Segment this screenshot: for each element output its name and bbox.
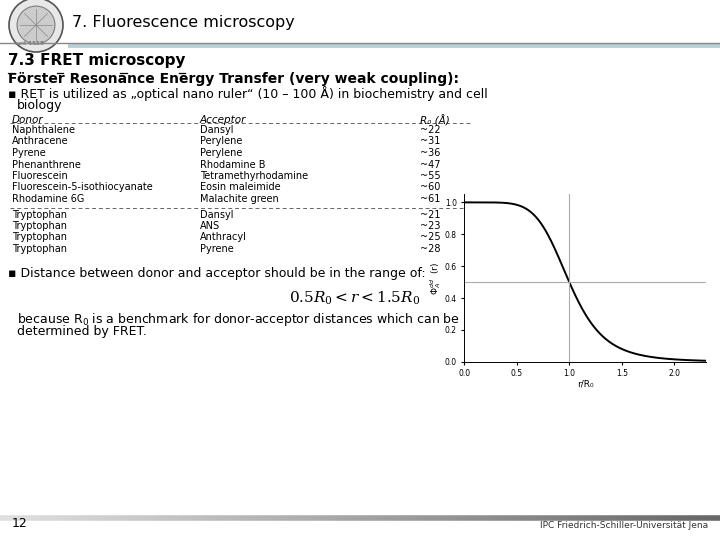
Text: Tryptophan: Tryptophan — [12, 210, 67, 219]
Text: ~25: ~25 — [420, 233, 441, 242]
Text: Pyrene: Pyrene — [12, 148, 46, 158]
Text: ~31: ~31 — [420, 137, 441, 146]
Text: ~21: ~21 — [420, 210, 441, 219]
Text: determined by FRET.: determined by FRET. — [17, 326, 147, 339]
Text: ~55: ~55 — [420, 171, 441, 181]
Text: Perylene: Perylene — [200, 137, 243, 146]
Text: ~22: ~22 — [420, 125, 441, 135]
Text: ▪ RET is utilized as „optical nano ruler“ (10 – 100 Å) in biochemistry and cell: ▪ RET is utilized as „optical nano ruler… — [8, 86, 487, 101]
Text: Dansyl: Dansyl — [200, 125, 233, 135]
Text: ~36: ~36 — [420, 148, 441, 158]
Text: ~47: ~47 — [420, 159, 441, 170]
Text: because R$_0$ is a benchmark for donor-acceptor distances which can be: because R$_0$ is a benchmark for donor-a… — [17, 312, 460, 328]
Text: biology: biology — [17, 99, 63, 112]
Text: IPC Friedrich-Schiller-Universität Jena: IPC Friedrich-Schiller-Universität Jena — [540, 521, 708, 530]
Text: Anthracene: Anthracene — [12, 137, 68, 146]
Text: ~23: ~23 — [420, 221, 441, 231]
Text: Rhodamine B: Rhodamine B — [200, 159, 266, 170]
Text: Fluorescein-5-isothiocyanate: Fluorescein-5-isothiocyanate — [12, 183, 153, 192]
Text: Donor: Donor — [12, 115, 44, 125]
Text: ~61: ~61 — [420, 194, 441, 204]
Text: Phenanthrene: Phenanthrene — [12, 159, 81, 170]
Text: ~28: ~28 — [420, 244, 441, 254]
Text: ANS: ANS — [200, 221, 220, 231]
Text: 7.3 FRET microscopy: 7.3 FRET microscopy — [8, 53, 186, 68]
Text: Perylene: Perylene — [200, 148, 243, 158]
Text: R₀ (Å): R₀ (Å) — [420, 115, 450, 126]
Circle shape — [9, 0, 63, 52]
Text: Pyrene: Pyrene — [200, 244, 234, 254]
Text: ~60: ~60 — [420, 183, 441, 192]
Text: 12: 12 — [12, 517, 28, 530]
Text: Tryptophan: Tryptophan — [12, 221, 67, 231]
Text: Förster Resonance Energy Transfer (very weak coupling):: Förster Resonance Energy Transfer (very … — [8, 72, 459, 86]
Text: Malachite green: Malachite green — [200, 194, 279, 204]
X-axis label: r/R₀: r/R₀ — [577, 380, 593, 389]
Text: Tetramethyrhodamine: Tetramethyrhodamine — [200, 171, 308, 181]
Text: ▪ Distance between donor and acceptor should be in the range of:: ▪ Distance between donor and acceptor sh… — [8, 267, 426, 280]
Text: seit 1558: seit 1558 — [15, 41, 44, 46]
Text: Dansyl: Dansyl — [200, 210, 233, 219]
Text: Rhodamine 6G: Rhodamine 6G — [12, 194, 84, 204]
Y-axis label: Φ$_A^{dd}$  (r): Φ$_A^{dd}$ (r) — [428, 261, 444, 295]
Text: Naphthalene: Naphthalene — [12, 125, 75, 135]
Text: Tryptophan: Tryptophan — [12, 244, 67, 254]
Text: Tryptophan: Tryptophan — [12, 233, 67, 242]
Text: Fluorescein: Fluorescein — [12, 171, 68, 181]
Circle shape — [17, 6, 55, 44]
Text: Acceptor: Acceptor — [200, 115, 246, 125]
Text: 7. Fluorescence microscopy: 7. Fluorescence microscopy — [72, 16, 294, 30]
Text: Eosin maleimide: Eosin maleimide — [200, 183, 281, 192]
Text: $0.5R_0 < r < 1.5R_0$: $0.5R_0 < r < 1.5R_0$ — [289, 289, 420, 307]
Text: Anthracyl: Anthracyl — [200, 233, 247, 242]
